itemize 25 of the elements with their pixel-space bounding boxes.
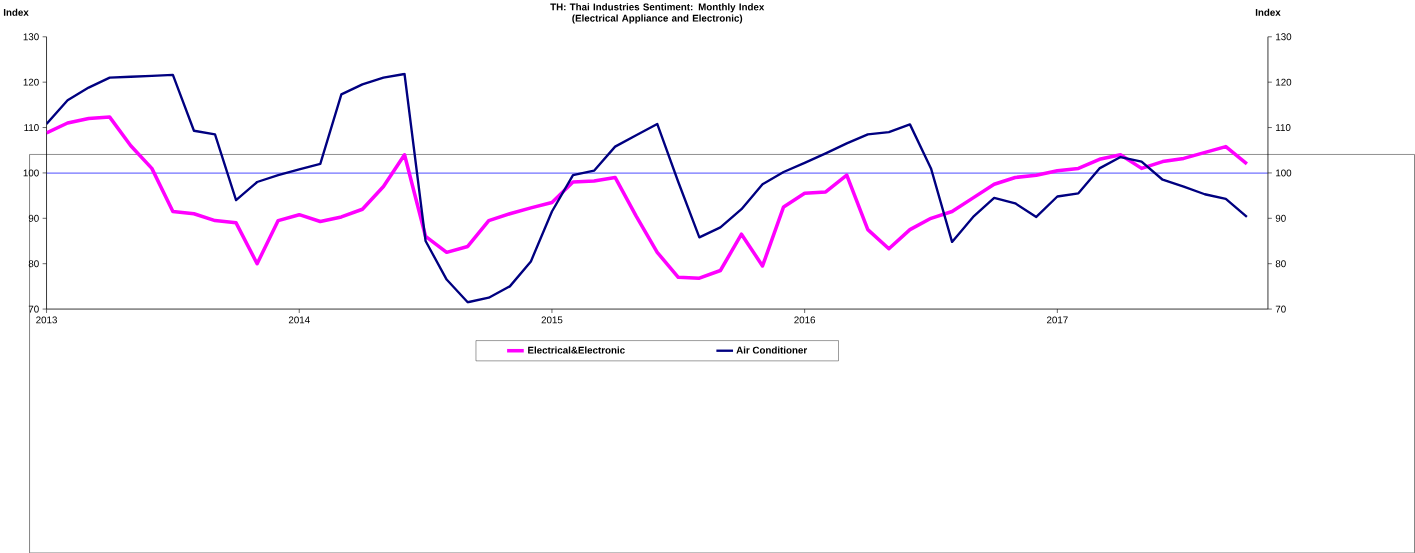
legend-label: Air Conditioner bbox=[736, 346, 808, 354]
x-tick-label: 2015 bbox=[541, 316, 563, 324]
y-tick-label: 100 bbox=[23, 169, 39, 177]
x-tick-label: 2013 bbox=[36, 316, 57, 324]
legend-label: Electrical&Electronic bbox=[528, 346, 625, 354]
line-series bbox=[46, 72, 1249, 304]
y2-axis-title: Index bbox=[1255, 8, 1281, 16]
y-tick-label: 110 bbox=[24, 123, 39, 131]
y2-tick-label: 100 bbox=[1276, 169, 1292, 177]
y2-tick-label: 110 bbox=[1276, 123, 1291, 131]
y-tick-label: 90 bbox=[28, 214, 39, 222]
y2-tick-label: 130 bbox=[1276, 33, 1292, 40]
x-tick-label: 2014 bbox=[288, 316, 310, 324]
y-axis-title: Index bbox=[3, 8, 29, 16]
y-tick-label: 120 bbox=[23, 78, 39, 86]
chart-title: TH: Thai Industries Sentiment: Monthly Index (Electrical Appliance and Electronic) bbox=[550, 3, 765, 24]
y-tick-label: 130 bbox=[23, 33, 39, 40]
x-tick-label: 2016 bbox=[794, 316, 816, 324]
y2-tick-label: 80 bbox=[1275, 260, 1286, 267]
x-tick-label: 2017 bbox=[1046, 316, 1068, 324]
y-tick-label: 80 bbox=[28, 260, 39, 267]
y2-tick-label: 70 bbox=[1275, 305, 1286, 313]
y2-tick-label: 90 bbox=[1275, 214, 1286, 222]
y2-tick-label: 120 bbox=[1276, 78, 1292, 86]
y-tick-label: 70 bbox=[28, 305, 39, 313]
